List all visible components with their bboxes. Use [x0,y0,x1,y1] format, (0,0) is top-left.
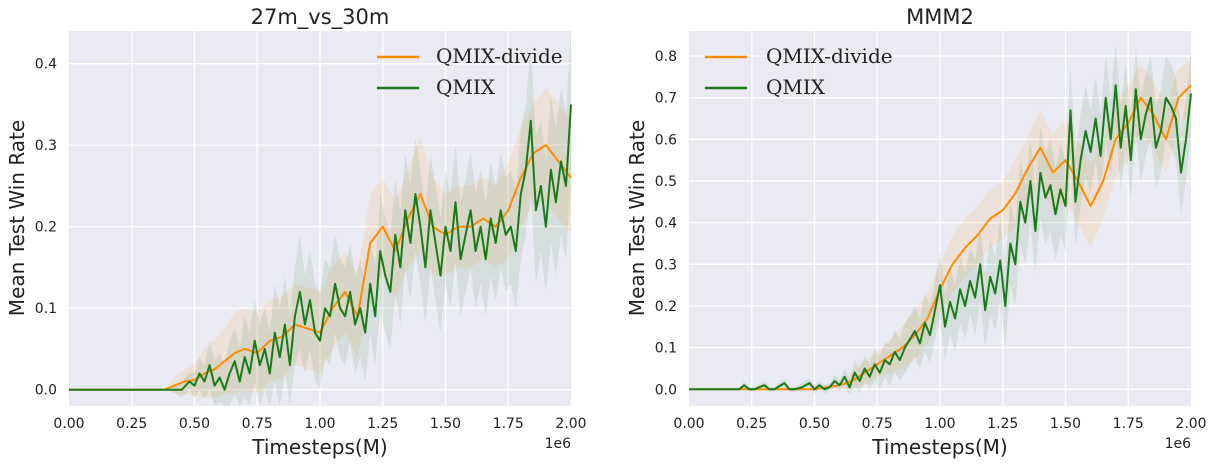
x-tick-label: 1.75 [1113,416,1144,432]
x-tick-label: 1.00 [304,416,335,432]
x-tick-label: 0.50 [179,416,210,432]
x-tick-label: 1.25 [367,416,398,432]
chart-panel-left: 0.00 0.25 0.50 0.75 1.00 1.25 1.50 1.75 2.00 0.0… [5,5,587,459]
x-tick-label: 0.00 [53,416,84,432]
y-axis-label-left: Mean Test Win Rate [5,120,29,316]
y-tick-label: 0.1 [35,301,57,317]
series-line-qmix [689,84,1192,391]
y-tick-label: 0.7 [655,91,677,107]
x-tick-label: 1.75 [493,416,524,432]
x-tick-label: 0.75 [862,416,893,432]
x-tick-label: 1.00 [924,416,955,432]
y-tick-label: 0.8 [655,49,677,65]
y-tick-label: 0.6 [655,132,677,148]
x-tick-label: 0.00 [673,416,704,432]
x-tick-labels-right: 0.00 0.25 0.50 0.75 1.00 1.25 1.50 1.75 2.00 [673,416,1206,432]
x-tick-label: 0.50 [799,416,830,432]
x-tick-label: 0.25 [116,416,147,432]
y-tick-label: 0.3 [655,257,677,273]
legend-label-qmix-right: QMIX [766,75,826,99]
x-tick-label: 0.75 [242,416,273,432]
band-qmix-divide [689,60,1191,390]
chart-title-right: MMM2 [906,5,974,29]
chart-title-left: 27m_vs_30m [251,5,390,30]
y-tick-label: 0.5 [655,174,677,190]
series-lines-left [69,104,572,391]
x-scale-label-right: 1e6 [1165,436,1192,452]
legend-label-qmix-divide-right: QMIX-divide [766,44,893,68]
y-tick-label: 0.2 [35,220,57,236]
series-line-qmix [69,104,572,391]
x-scale-label-left: 1e6 [545,436,572,452]
chart-panel-right: 0.00 0.25 0.50 0.75 1.00 1.25 1.50 1.75 2.00 0.0… [625,5,1207,459]
x-axis-label-right: Timesteps(M) [871,435,1008,459]
legend-label-qmix-left: QMIX [436,75,496,99]
x-tick-label: 1.50 [1050,416,1081,432]
x-tick-labels-left: 0.00 0.25 0.50 0.75 1.00 1.25 1.50 1.75 2.00 [53,416,586,432]
legend-label-qmix-divide-left: QMIX-divide [436,44,563,68]
y-tick-label: 0.4 [655,216,677,232]
y-tick-labels-left: 0.0 0.1 0.2 0.3 0.4 [35,57,57,399]
y-axis-label-right: Mean Test Win Rate [625,120,649,316]
y-tick-label: 0.0 [655,382,677,398]
x-tick-label: 0.25 [736,416,767,432]
series-lines-right [689,84,1192,391]
y-tick-label: 0.0 [35,383,57,399]
x-tick-label: 2.00 [1175,416,1206,432]
x-axis-label-left: Timesteps(M) [251,435,388,459]
x-tick-label: 1.25 [987,416,1018,432]
y-tick-label: 0.2 [655,299,677,315]
x-tick-label: 1.50 [430,416,461,432]
y-tick-label: 0.4 [35,57,57,73]
legend-right: QMIX-divide QMIX [705,44,893,99]
y-tick-label: 0.3 [35,138,57,154]
x-tick-label: 2.00 [555,416,586,432]
confidence-bands-right [689,43,1191,396]
y-tick-labels-right: 0.0 0.1 0.2 0.3 0.4 0.5 0.6 0.7 0.8 [655,49,677,398]
legend-left: QMIX-divide QMIX [377,44,563,99]
y-tick-label: 0.1 [655,341,677,357]
